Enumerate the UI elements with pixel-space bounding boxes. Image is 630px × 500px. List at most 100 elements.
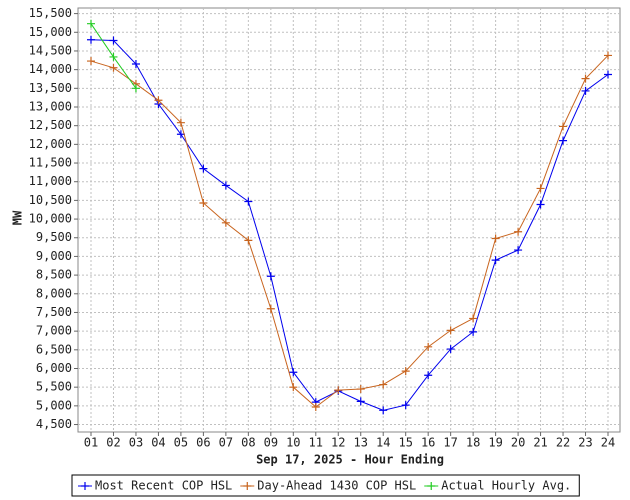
point-marker [446, 345, 455, 354]
y-tick-label: 13,500 [29, 81, 72, 95]
point-marker [87, 19, 95, 28]
x-tick-label: 17 [443, 436, 457, 450]
y-tick-label: 10,000 [29, 212, 72, 226]
point-marker [154, 96, 163, 105]
point-marker [199, 199, 208, 208]
legend-label: Actual Hourly Avg. [441, 479, 571, 493]
y-tick-label: 12,000 [29, 137, 72, 151]
plot-area [77, 7, 621, 433]
y-tick-label: 12,500 [29, 118, 72, 132]
x-tick-label: 04 [151, 436, 165, 450]
y-tick-label: 5,500 [36, 380, 72, 394]
y-tick-label: 15,500 [29, 6, 72, 20]
point-marker [401, 367, 410, 376]
point-marker [87, 57, 95, 66]
point-marker [289, 368, 298, 377]
x-tick-label: 03 [129, 436, 143, 450]
point-marker [581, 86, 590, 95]
y-tick-label: 14,000 [29, 62, 72, 76]
y-tick-label: 11,500 [29, 156, 72, 170]
y-tick-label: 6,500 [36, 342, 72, 356]
point-marker [401, 401, 410, 410]
point-marker [109, 63, 118, 72]
x-tick-label: 19 [488, 436, 502, 450]
x-tick-label: 22 [556, 436, 570, 450]
point-marker [131, 60, 140, 69]
x-tick-label: 07 [219, 436, 233, 450]
y-tick-label: 14,500 [29, 43, 72, 57]
series-line [90, 55, 609, 408]
x-tick-label: 01 [84, 436, 98, 450]
point-marker [244, 236, 253, 245]
point-marker [536, 184, 545, 193]
point-marker [604, 51, 612, 60]
y-tick-label: 13,000 [29, 99, 72, 113]
series-line [90, 39, 609, 411]
x-tick-label: 16 [421, 436, 435, 450]
y-tick-label: 8,000 [36, 286, 72, 300]
point-marker [266, 272, 275, 281]
point-marker [379, 380, 388, 389]
point-marker [469, 327, 478, 336]
point-marker [491, 234, 500, 243]
point-marker [356, 397, 365, 406]
point-marker [221, 218, 230, 227]
y-tick-label: 10,500 [29, 193, 72, 207]
point-marker [536, 200, 545, 209]
x-tick-label: 10 [286, 436, 300, 450]
x-tick-label: 13 [354, 436, 368, 450]
y-tick-label: 11,000 [29, 174, 72, 188]
x-tick-label: 02 [106, 436, 120, 450]
point-marker [356, 385, 365, 394]
x-tick-label: 09 [264, 436, 278, 450]
x-tick-label: 12 [331, 436, 345, 450]
point-marker [424, 371, 433, 380]
y-tick-label: 8,500 [36, 268, 72, 282]
point-marker [559, 136, 568, 145]
x-tick-label: 21 [533, 436, 547, 450]
x-tick-label: 20 [511, 436, 525, 450]
x-tick-label: 23 [578, 436, 592, 450]
point-marker [514, 246, 523, 255]
x-tick-label: 05 [174, 436, 188, 450]
legend-marker [427, 482, 436, 490]
point-marker [244, 197, 253, 206]
x-tick-label: 15 [398, 436, 412, 450]
y-tick-label: 15,000 [29, 25, 72, 39]
y-tick-label: 7,500 [36, 305, 72, 319]
legend-box [71, 474, 580, 497]
point-marker [289, 383, 298, 392]
point-marker [131, 84, 140, 93]
point-marker [469, 314, 478, 323]
point-marker [176, 130, 185, 139]
x-tick-label: 11 [309, 436, 323, 450]
point-marker [491, 256, 500, 265]
legend-label: Most Recent COP HSL [95, 479, 232, 493]
x-tick-label: 18 [466, 436, 480, 450]
y-tick-label: 6,000 [36, 361, 72, 375]
point-marker [109, 52, 118, 61]
point-marker [424, 342, 433, 351]
point-marker [221, 181, 230, 190]
y-tick-label: 7,000 [36, 324, 72, 338]
point-marker [559, 122, 568, 131]
point-marker [514, 227, 523, 236]
legend-marker [81, 482, 89, 490]
y-axis-label: MW [11, 210, 25, 225]
point-marker [199, 164, 208, 173]
y-tick-label: 9,000 [36, 249, 72, 263]
point-marker [604, 70, 612, 79]
legend-label: Day-Ahead 1430 COP HSL [257, 479, 416, 493]
point-marker [176, 118, 185, 127]
y-tick-label: 4,500 [36, 417, 72, 431]
point-marker [266, 304, 275, 313]
x-tick-label: 24 [601, 436, 615, 450]
point-marker [334, 386, 343, 395]
x-axis-label: Sep 17, 2025 - Hour Ending [256, 453, 444, 467]
legend-marker [243, 482, 252, 490]
x-tick-label: 06 [196, 436, 210, 450]
point-marker [581, 74, 590, 83]
point-marker [446, 326, 455, 335]
